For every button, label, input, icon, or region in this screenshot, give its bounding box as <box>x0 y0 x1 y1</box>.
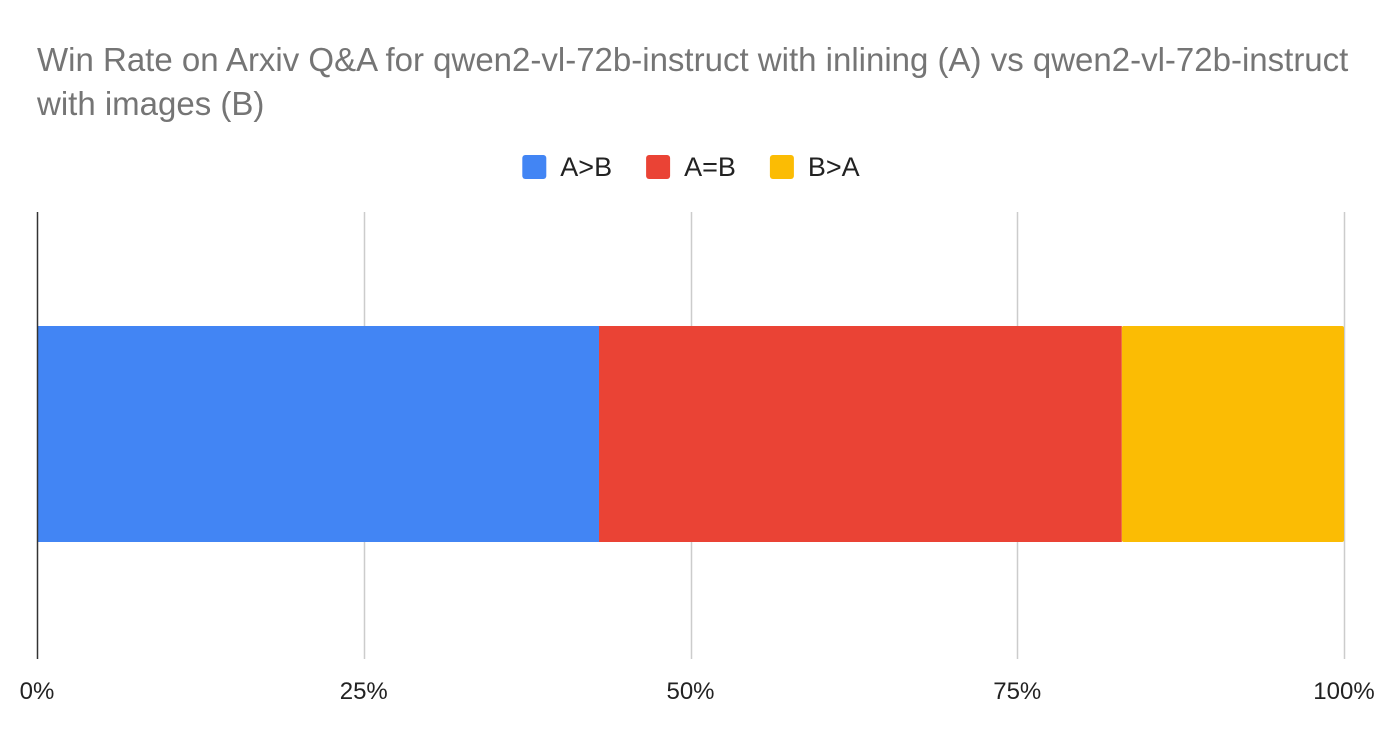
legend-swatch <box>769 155 794 179</box>
x-tick-labels: 0% 25% 50% 75% 100% <box>20 678 1375 705</box>
legend-swatch <box>646 155 671 179</box>
bars <box>37 326 1344 542</box>
legend-swatch <box>522 155 547 179</box>
legend: A>B A=B B>A <box>522 152 860 182</box>
x-tick-label: 50% <box>666 678 714 705</box>
x-tick-label: 25% <box>340 678 388 705</box>
chart-title: Win Rate on Arxiv Q&A for qwen2-vl-72b-i… <box>37 41 1349 122</box>
legend-label: B>A <box>808 152 860 182</box>
x-tick-label: 0% <box>20 678 55 705</box>
legend-label: A>B <box>560 152 612 182</box>
x-tick-label: 100% <box>1313 678 1374 705</box>
x-tick-label: 75% <box>993 678 1041 705</box>
bar-segment-A>B[interactable] <box>37 326 600 542</box>
legend-label: A=B <box>684 152 736 182</box>
bar-segment-A=B[interactable] <box>599 326 1122 542</box>
bar-segment-B>A[interactable] <box>1121 326 1344 542</box>
